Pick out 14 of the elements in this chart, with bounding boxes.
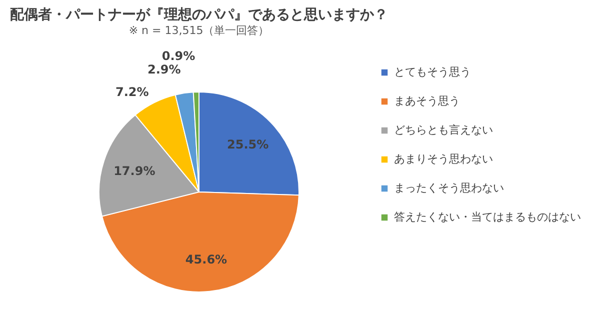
data-label: 7.2% — [116, 84, 149, 99]
chart-title: 配偶者・パートナーが『理想のパパ』であると思いますか？ — [10, 7, 388, 24]
data-label: 0.9% — [162, 49, 196, 64]
legend-label: とてもそう思う — [394, 66, 471, 78]
data-label: 17.9% — [114, 164, 156, 178]
legend-label: まあそう思う — [394, 94, 460, 108]
legend-label: あまりそう思わない — [394, 152, 493, 166]
data-label: 2.9% — [147, 62, 181, 76]
chart-subtitle: ※ n = 13,515（単一回答） — [128, 24, 270, 38]
data-label: 45.6% — [185, 252, 228, 267]
legend-label: どちらとも言えない — [394, 124, 493, 136]
legend-label: 答えたくない・当てはまるものはない — [394, 210, 581, 224]
data-label: 25.5% — [227, 138, 269, 152]
legend-label: まったくそう思わない — [394, 182, 504, 194]
